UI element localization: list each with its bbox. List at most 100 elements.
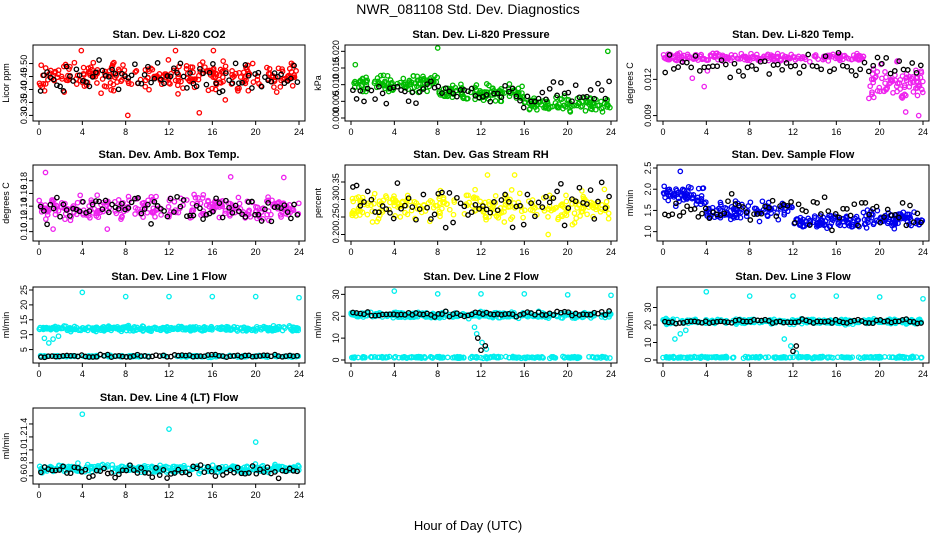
data-point xyxy=(37,203,44,210)
y-tick-label: 0.14 xyxy=(19,197,29,215)
data-point xyxy=(210,61,216,67)
data-point xyxy=(561,93,568,99)
data-point xyxy=(177,60,184,67)
x-tick-label: 12 xyxy=(788,127,798,137)
data-point xyxy=(368,87,375,94)
data-point xyxy=(839,62,846,69)
data-point xyxy=(368,196,375,203)
data-point xyxy=(550,312,557,318)
data-point xyxy=(768,52,774,58)
data-point xyxy=(737,214,744,221)
data-point xyxy=(662,69,669,76)
data-point xyxy=(428,216,434,222)
data-point xyxy=(64,470,70,476)
data-point xyxy=(511,172,518,178)
data-point xyxy=(584,211,590,218)
data-point xyxy=(861,355,867,361)
data-point xyxy=(265,70,272,77)
y-tick-label: 10 xyxy=(643,337,653,347)
y-tick-label: 0.18 xyxy=(19,172,29,190)
data-point xyxy=(766,204,772,211)
data-point xyxy=(603,198,610,205)
data-point xyxy=(229,80,236,87)
data-point xyxy=(294,352,300,359)
data-point xyxy=(375,81,381,87)
data-point xyxy=(44,221,50,228)
data-point xyxy=(125,193,132,200)
data-point xyxy=(405,195,412,202)
data-point xyxy=(208,351,215,358)
data-point xyxy=(819,354,825,361)
data-point xyxy=(602,95,609,102)
data-point xyxy=(238,470,245,477)
data-point xyxy=(803,354,810,360)
y-tick-label: 2.0 xyxy=(643,183,653,196)
data-point xyxy=(559,203,566,210)
data-point xyxy=(580,193,587,200)
data-point xyxy=(125,205,132,211)
data-point xyxy=(374,218,380,225)
data-point xyxy=(83,82,90,89)
x-tick-label: 20 xyxy=(563,369,573,379)
data-point xyxy=(350,198,357,205)
data-point xyxy=(747,217,754,223)
data-point xyxy=(603,355,610,361)
data-point xyxy=(93,69,99,76)
data-point xyxy=(86,208,93,214)
chart-panel-4: Stan. Dev. Amb. Box Temp. 0 4 8 12 16 20 24 0.10… xyxy=(1,149,306,257)
data-point xyxy=(670,194,677,200)
data-point xyxy=(383,311,390,318)
data-point xyxy=(761,58,768,65)
data-point xyxy=(151,75,158,82)
data-point xyxy=(528,200,534,206)
data-point xyxy=(227,353,234,360)
data-point xyxy=(239,79,245,86)
data-point xyxy=(861,216,868,223)
data-point xyxy=(269,327,276,334)
data-point xyxy=(277,84,284,90)
data-point xyxy=(800,216,806,223)
data-point xyxy=(278,71,284,78)
data-point xyxy=(425,200,432,206)
data-point xyxy=(792,62,799,69)
data-point xyxy=(576,94,583,101)
data-point xyxy=(83,79,89,85)
data-point xyxy=(110,60,116,67)
data-point xyxy=(149,209,155,215)
x-tick-label: 12 xyxy=(476,127,486,137)
data-point xyxy=(758,210,765,217)
y-tick-label: 1.0 xyxy=(19,444,29,457)
data-point xyxy=(730,354,737,361)
data-point xyxy=(730,206,737,213)
data-point xyxy=(866,211,872,218)
data-point xyxy=(513,93,520,100)
data-point xyxy=(170,326,177,333)
data-point xyxy=(93,198,99,204)
y-tick-label: 0 xyxy=(331,357,341,362)
data-point xyxy=(814,200,820,206)
data-point xyxy=(899,354,905,360)
data-point xyxy=(249,198,255,205)
x-tick-label: 12 xyxy=(164,127,174,137)
data-point xyxy=(90,59,97,66)
data-point xyxy=(194,465,200,472)
data-point xyxy=(422,355,429,361)
data-point xyxy=(860,53,867,60)
data-point xyxy=(830,217,836,224)
data-point xyxy=(870,66,877,72)
data-point xyxy=(695,214,702,220)
x-tick-label: 8 xyxy=(747,369,752,379)
data-point xyxy=(289,82,296,89)
x-tick-label: 8 xyxy=(435,369,440,379)
data-point xyxy=(265,200,271,206)
data-point xyxy=(128,81,135,87)
data-point xyxy=(818,217,825,224)
data-point xyxy=(166,426,172,432)
data-point xyxy=(673,186,679,192)
data-point xyxy=(222,210,228,217)
data-point xyxy=(867,83,874,90)
data-point xyxy=(287,324,293,331)
data-point xyxy=(42,169,49,176)
data-point xyxy=(252,439,259,445)
panel-title: Stan. Dev. Li-820 CO2 xyxy=(113,29,226,41)
